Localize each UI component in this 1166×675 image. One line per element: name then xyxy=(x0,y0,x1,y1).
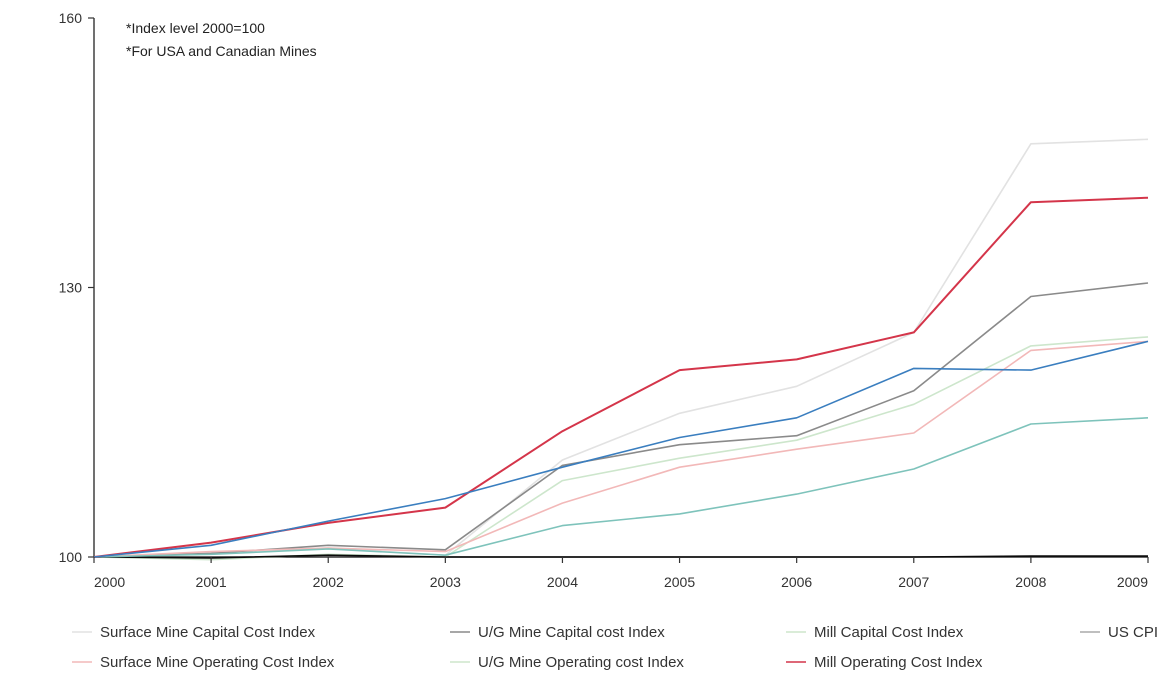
x-tick-label: 2004 xyxy=(547,574,578,590)
series-line-7 xyxy=(93,196,1149,558)
x-tick-label: 2005 xyxy=(664,574,695,590)
legend-label: U/G Mine Capital cost Index xyxy=(478,624,665,641)
series-line-8 xyxy=(93,340,1149,558)
series-line-2 xyxy=(93,282,1149,558)
x-tick-label: 2007 xyxy=(898,574,929,590)
legend-label: Mill Capital Cost Index xyxy=(814,624,964,641)
y-tick-label: 100 xyxy=(59,549,83,565)
legend-label: Surface Mine Operating Cost Index xyxy=(100,654,335,671)
series-line-4 xyxy=(93,554,1148,559)
legend: Surface Mine Capital Cost Index U/G Mine … xyxy=(72,624,1158,671)
legend-label: Mill Operating Cost Index xyxy=(814,654,983,671)
x-tick-label: 2006 xyxy=(781,574,812,590)
legend-label: U/G Mine Operating cost Index xyxy=(478,654,684,671)
series-line-5 xyxy=(93,340,1149,558)
tick-labels: 100 130 160 2000 2001 2002 2003 2004 2005 2006 200… xyxy=(59,10,1149,590)
axes xyxy=(93,18,1148,558)
x-tick-label: 2001 xyxy=(196,574,227,590)
series-layer xyxy=(93,138,1149,561)
y-tick-label: 130 xyxy=(59,280,83,296)
series-line-1 xyxy=(93,138,1149,558)
x-tick-label: 2009 xyxy=(1117,574,1148,590)
x-tick-label: 2000 xyxy=(94,574,125,590)
annotation-index-level: *Index level 2000=100 xyxy=(126,20,265,36)
legend-label: US CPI xyxy=(1108,624,1158,641)
annotation-usa-canada: *For USA and Canadian Mines xyxy=(126,43,317,59)
x-tick-label: 2008 xyxy=(1015,574,1046,590)
x-tick-label: 2002 xyxy=(313,574,344,590)
legend-label: Surface Mine Capital Cost Index xyxy=(100,624,316,641)
series-line-3 xyxy=(93,336,1149,561)
x-tick-label: 2003 xyxy=(430,574,461,590)
y-tick-label: 160 xyxy=(59,10,83,26)
series-line-6 xyxy=(93,417,1149,558)
